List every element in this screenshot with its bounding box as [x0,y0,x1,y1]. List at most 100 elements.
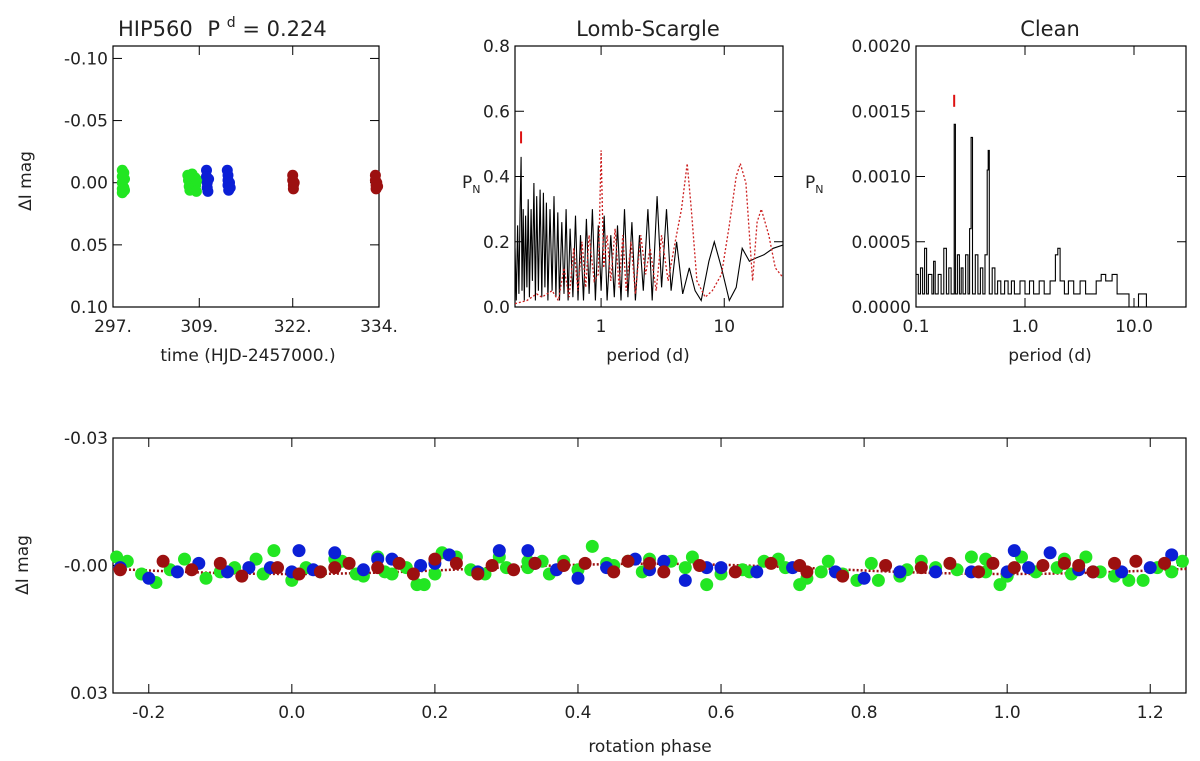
clean-xtick-label: 1.0 [1011,317,1038,337]
phased-point-blue [893,565,907,579]
phased-xtick-label: 0.4 [564,703,591,723]
phased-point-blue [414,559,428,572]
phased-xtick-label: 1.0 [994,703,1021,723]
phased-point-blue [442,548,456,562]
clean-title: Clean [1020,17,1080,41]
phased-point-red [607,565,621,579]
phased-point-green [585,539,599,553]
lomb-scargle-ytick-label: 0.0 [483,298,510,318]
phased-point-blue [929,565,943,579]
timeseries-point-blue [224,182,236,194]
phased-point-red [1036,559,1050,572]
phased-point-red [507,563,521,577]
phased-point-green [1136,573,1150,587]
timeseries-ytick-label: 0.10 [70,298,108,318]
phased-point-red [914,561,928,575]
lomb-scargle-xtick-label: 10 [713,317,735,337]
phased-point-red [800,565,814,579]
phased-point-red [113,563,127,577]
lomb-scargle-ytick-label: 0.6 [483,102,510,122]
lomb-scargle-xlabel: period (d) [606,346,690,366]
phased-xtick-label: 0.8 [851,703,878,723]
phased-ytick-label: -0.00 [64,557,108,577]
phased-ytick-label: -0.03 [64,429,108,449]
phased-point-blue [1115,565,1129,579]
lomb-scargle-ytick-label: 0.4 [483,168,510,188]
phased-point-blue [170,565,184,579]
timeseries-xtick-label: 322. [274,317,312,337]
phased-ytick-label: 0.03 [70,684,108,704]
phased-point-green [1122,573,1136,587]
phased-point-red [1158,556,1171,570]
phased-point-green [428,567,442,581]
timeseries-xtick-label: 309. [180,317,218,337]
clean-ylabel-main: P [805,173,815,193]
phased-point-red [428,552,442,566]
phased-point-blue [1143,561,1157,575]
lomb-scargle-ytick-label: 0.2 [483,233,510,253]
timeseries-ylabel: ΔI mag [16,151,36,211]
phased-point-red [1057,556,1071,570]
phased-xtick-label: 0.6 [708,703,735,723]
phased-point-blue [678,573,692,587]
timeseries-title-period-sup: d [227,15,236,31]
lomb-scargle-title: Lomb-Scargle [576,17,720,41]
timeseries-point-green [119,184,130,196]
phased-point-red [342,556,356,570]
timeseries-title: HIP560 P d = 0.224 [118,8,327,41]
phased-point-blue [750,565,764,579]
timeseries-title-star: HIP560 [118,17,193,41]
phased-point-green [678,561,692,575]
timeseries-series-blue [201,164,236,197]
lomb-scargle-panel: Lomb-Scargle period (d) PN 1 10 0.0 0.2 0.4 0… [462,17,784,366]
phased-point-red [1072,559,1086,572]
phased-point-blue [492,544,506,558]
lomb-scargle-ylabel-main: P [462,173,472,193]
clean-panel: Clean period (d) PN 0.1 1.0 10.0 0.0000 0.00… [805,17,1187,366]
phased-point-red [764,556,778,570]
lomb-scargle-line-periodogram [515,156,783,303]
phased-point-blue [328,546,342,560]
clean-ytick-label: 0.0015 [852,102,911,122]
phased-point-green [685,550,699,564]
phased-point-green [871,573,885,587]
phased-point-red [972,565,986,579]
phased-point-red [471,567,485,581]
phased-point-blue [292,544,306,558]
timeseries-ytick-label: 0.05 [70,236,108,256]
phased-point-red [371,561,385,575]
phased-point-red [185,563,199,577]
timeseries-xtick-label: 297. [94,317,132,337]
phased-ylabel: ΔI mag [13,535,33,595]
clean-ytick-label: 0.0005 [852,233,911,253]
phased-point-red [557,559,571,572]
phased-point-green [821,554,835,568]
phased-point-green [700,578,714,592]
phased-point-red [1108,556,1121,570]
phased-point-green [178,552,191,566]
phased-point-red [643,556,656,570]
phased-point-red [986,556,1000,570]
phased-xlabel: rotation phase [588,737,711,757]
timeseries-ytick-label: -0.05 [64,112,108,132]
phased-xtick-label: 0.2 [421,703,448,723]
phased-point-blue [714,561,728,575]
clean-ytick-label: 0.0000 [852,298,911,318]
phased-point-green [1175,554,1189,568]
phased-xtick-label: 0.0 [278,703,305,723]
timeseries-xlabel: time (HJD-2457000.) [160,346,335,366]
phased-point-green [1079,550,1093,564]
phased-point-blue [1043,546,1057,560]
phased-point-blue [1165,548,1179,562]
phased-point-green [864,556,878,570]
phased-series-red [113,552,1171,583]
timeseries-point-blue [203,173,215,185]
phased-xtick-label: -0.2 [132,703,165,723]
phased-point-red [213,556,227,570]
timeseries-ytick-label: -0.10 [64,49,108,69]
clean-ylabel-sub: N [815,183,823,196]
phased-point-green [1165,565,1179,579]
phased-point-green [267,544,281,558]
timeseries-title-period-symbol: P [207,17,220,41]
